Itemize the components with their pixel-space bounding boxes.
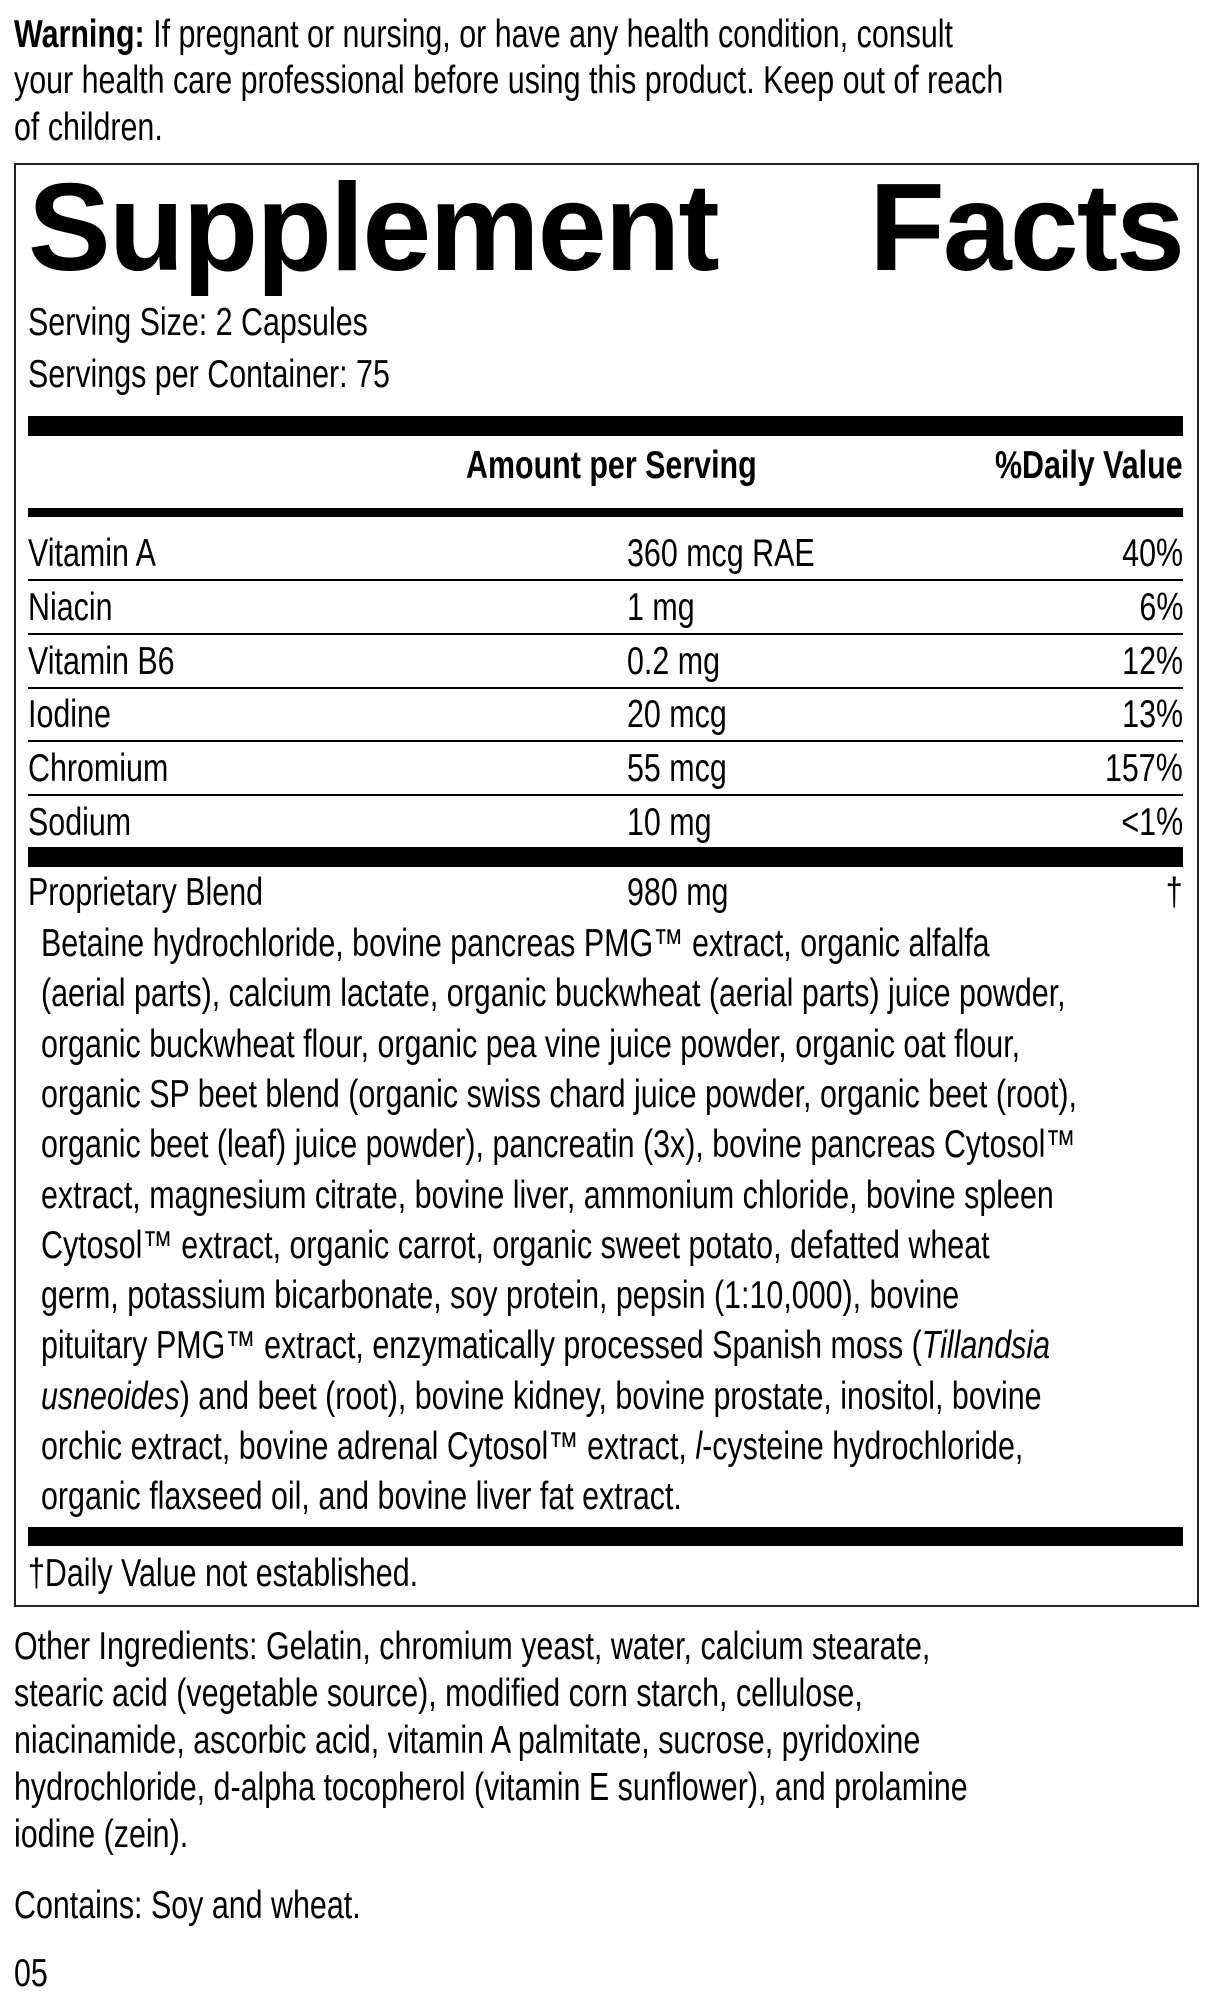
blend-ingredient-line: germ, potassium bicarbonate, soy protein…: [41, 1274, 959, 1318]
text-segment: Betaine hydrochloride, bovine pancreas P…: [41, 922, 990, 965]
other-ingredients-line: hydrochloride, d-alpha tocopherol (vitam…: [14, 1766, 968, 1809]
divider-thick: [28, 847, 1183, 867]
blend-dv: †: [1166, 871, 1183, 914]
other-ingredients-line: iodine (zein).: [14, 1813, 189, 1856]
servings-per-container: Servings per Container: 75: [28, 353, 390, 396]
row-divider: [28, 686, 1183, 689]
nutrient-daily-value: 157%: [1105, 747, 1183, 791]
allergen-statement: Contains: Soy and wheat.: [14, 1884, 361, 1927]
other-ingredients-line: stearic acid (vegetable source), modifie…: [14, 1672, 863, 1715]
supplement-facts-panel: [14, 163, 1199, 1607]
footnote: †Daily Value not established.: [28, 1552, 419, 1595]
warning-line: your health care professional before usi…: [14, 59, 1004, 102]
blend-ingredient-line: pituitary PMG™ extract, enzymatically pr…: [41, 1324, 1050, 1368]
text-segment: organic buckwheat flour, organic pea vin…: [41, 1022, 1021, 1066]
nutrient-amount: 10 mg: [627, 801, 712, 844]
panel-title: Supplement Facts: [28, 159, 1185, 297]
blend-ingredient-line: orchic extract, bovine adrenal Cytosol™ …: [41, 1425, 1023, 1469]
text-segment: Cytosol™ extract, organic carrot, organi…: [41, 1223, 990, 1267]
header-amount: Amount per Serving: [466, 444, 757, 487]
nutrient-name: Sodium: [28, 801, 132, 844]
blend-name: Proprietary Blend: [28, 871, 264, 914]
other-ingredients-line: Other Ingredients: Gelatin, chromium yea…: [14, 1625, 931, 1668]
nutrient-daily-value: <1%: [1121, 801, 1183, 844]
blend-ingredient-line: usneoides) and beet (root), bovine kidne…: [41, 1375, 1042, 1419]
italic-text: usneoides: [41, 1374, 180, 1418]
text-segment: extract, magnesium citrate, bovine liver…: [41, 1173, 1054, 1217]
nutrient-name: Vitamin B6: [28, 639, 175, 683]
nutrient-name: Chromium: [28, 747, 169, 791]
blend-ingredient-line: organic beet (leaf) juice powder), pancr…: [41, 1123, 1076, 1167]
serving-size: Serving Size: 2 Capsules: [28, 301, 368, 344]
nutrient-amount: 55 mcg: [627, 747, 727, 791]
blend-ingredient-line: Cytosol™ extract, organic carrot, organi…: [41, 1224, 990, 1268]
warning-line: Warning: If pregnant or nursing, or have…: [14, 13, 953, 57]
title-left: Supplement: [28, 159, 720, 297]
row-divider: [28, 579, 1183, 581]
divider-thick: [28, 416, 1183, 436]
blend-ingredient-line: organic flaxseed oil, and bovine liver f…: [41, 1475, 682, 1519]
blend-ingredient-line: organic buckwheat flour, organic pea vin…: [41, 1023, 1020, 1067]
text-segment: orchic extract, bovine adrenal Cytosol™ …: [41, 1425, 696, 1468]
title-right: Facts: [869, 159, 1185, 297]
warning-text: If pregnant or nursing, or have any heal…: [144, 13, 954, 56]
other-ingredients-line: niacinamide, ascorbic acid, vitamin A pa…: [14, 1719, 921, 1762]
text-segment: organic beet (leaf) juice powder), pancr…: [41, 1123, 1076, 1167]
header-daily-value: %Daily Value: [995, 444, 1183, 487]
nutrient-daily-value: 13%: [1122, 693, 1183, 737]
nutrient-amount: 360 mcg RAE: [627, 532, 815, 575]
blend-ingredient-line: Betaine hydrochloride, bovine pancreas P…: [41, 922, 990, 966]
blend-ingredient-line: organic SP beet blend (organic swiss cha…: [41, 1073, 1077, 1117]
row-divider: [28, 794, 1183, 797]
divider-medium: [28, 508, 1183, 517]
blend-ingredient-line: (aerial parts), calcium lactate, organic…: [41, 972, 1066, 1016]
text-segment: organic SP beet blend (organic swiss cha…: [41, 1072, 1077, 1116]
text-segment: -cysteine hydrochloride,: [702, 1425, 1024, 1468]
nutrient-daily-value: 6%: [1139, 585, 1183, 629]
text-segment: organic flaxseed oil, and bovine liver f…: [41, 1475, 682, 1519]
nutrient-amount: 20 mcg: [627, 693, 727, 737]
nutrient-daily-value: 40%: [1122, 532, 1183, 575]
text-segment: (aerial parts), calcium lactate, organic…: [41, 972, 1066, 1016]
row-divider: [28, 740, 1183, 743]
divider-thick: [28, 1527, 1183, 1546]
product-code: 05: [14, 1952, 48, 1995]
warning-label: Warning:: [14, 13, 145, 56]
nutrient-name: Vitamin A: [28, 532, 156, 575]
text-segment: germ, potassium bicarbonate, soy protein…: [41, 1274, 960, 1318]
nutrient-name: Niacin: [28, 585, 113, 629]
nutrient-amount: 1 mg: [627, 585, 695, 629]
text-segment: ) and beet (root), bovine kidney, bovine…: [179, 1374, 1042, 1418]
text-segment: pituitary PMG™ extract, enzymatically pr…: [41, 1324, 922, 1368]
row-divider: [28, 632, 1183, 635]
nutrient-amount: 0.2 mg: [627, 639, 721, 683]
nutrient-name: Iodine: [28, 693, 111, 737]
italic-text: l: [695, 1425, 703, 1468]
blend-amount: 980 mg: [627, 871, 729, 914]
italic-text: Tillandsia: [921, 1324, 1051, 1368]
blend-ingredient-line: extract, magnesium citrate, bovine liver…: [41, 1174, 1054, 1218]
nutrient-daily-value: 12%: [1122, 639, 1183, 683]
warning-line: of children.: [14, 106, 163, 149]
